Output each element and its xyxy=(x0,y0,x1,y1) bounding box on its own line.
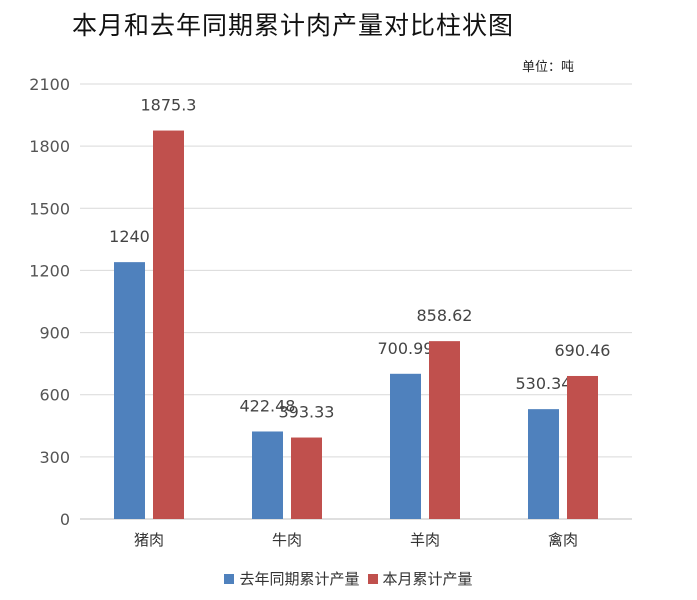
data-label: 700.99 xyxy=(378,339,434,358)
legend-item-this-month[interactable]: 本月累计产量 xyxy=(367,568,473,589)
y-tick-label: 2100 xyxy=(29,75,70,94)
legend-label-this-month: 本月累计产量 xyxy=(382,570,473,588)
data-label: 530.34 xyxy=(516,374,572,393)
x-category-label: 猪肉 xyxy=(134,531,164,549)
data-label: 1240 xyxy=(109,227,150,246)
y-tick-label: 600 xyxy=(39,386,70,405)
chart-title: 本月和去年同期累计肉产量对比柱状图 xyxy=(72,11,515,40)
data-label: 690.46 xyxy=(555,341,611,360)
data-label: 858.62 xyxy=(417,306,473,325)
y-tick-label: 1500 xyxy=(29,199,70,218)
x-category-label: 羊肉 xyxy=(410,531,440,549)
legend-item-last-year[interactable]: 去年同期累计产量 xyxy=(224,568,360,589)
bar-this-month xyxy=(567,375,598,519)
bar-last-year xyxy=(114,262,145,519)
legend-swatch-this-month xyxy=(367,573,378,584)
y-tick-label: 900 xyxy=(39,324,70,343)
legend-label-last-year: 去年同期累计产量 xyxy=(239,570,360,588)
data-label: 422.48 xyxy=(240,396,296,415)
y-tick-label: 1800 xyxy=(29,137,70,156)
unit-label: 单位：吨 xyxy=(522,60,575,75)
bar-this-month xyxy=(291,437,322,519)
data-label: 1875.3 xyxy=(141,96,197,115)
y-tick-label: 1200 xyxy=(29,261,70,280)
x-category-label: 禽肉 xyxy=(548,531,578,549)
bar-last-year xyxy=(390,373,421,519)
bar-this-month xyxy=(153,130,184,520)
data-label: 393.33 xyxy=(279,403,335,422)
y-tick-label: 0 xyxy=(60,510,70,529)
legend: 去年同期累计产量 本月累计产量 xyxy=(0,568,697,589)
bar-this-month xyxy=(429,341,460,519)
x-category-label: 牛肉 xyxy=(272,531,302,549)
bar-last-year xyxy=(252,431,283,519)
bar-last-year xyxy=(528,409,559,519)
legend-swatch-last-year xyxy=(224,573,235,584)
y-tick-label: 300 xyxy=(39,448,70,467)
